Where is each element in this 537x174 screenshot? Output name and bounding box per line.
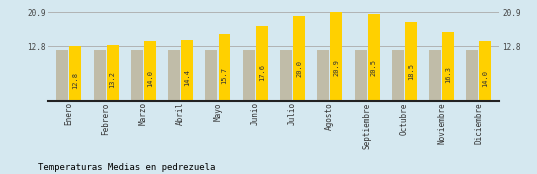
Text: 14.4: 14.4 bbox=[184, 69, 190, 86]
Bar bbox=[206, 50, 217, 101]
Bar bbox=[131, 50, 143, 101]
Text: 20.5: 20.5 bbox=[371, 59, 376, 76]
Bar bbox=[442, 32, 454, 101]
Bar bbox=[392, 50, 404, 101]
Bar bbox=[69, 46, 81, 101]
Bar bbox=[368, 14, 380, 101]
Text: 17.6: 17.6 bbox=[259, 64, 265, 81]
Bar bbox=[293, 16, 305, 101]
Text: 20.9: 20.9 bbox=[333, 59, 339, 76]
Bar bbox=[480, 41, 491, 101]
Text: Temperaturas Medias en pedrezuela: Temperaturas Medias en pedrezuela bbox=[38, 163, 215, 172]
Text: 18.5: 18.5 bbox=[408, 62, 414, 80]
Text: 14.0: 14.0 bbox=[147, 70, 153, 87]
Text: 16.3: 16.3 bbox=[445, 66, 451, 83]
Bar bbox=[467, 50, 478, 101]
Bar bbox=[280, 50, 292, 101]
Text: 20.0: 20.0 bbox=[296, 60, 302, 77]
Bar bbox=[107, 45, 119, 101]
Bar bbox=[56, 50, 68, 101]
Bar bbox=[354, 50, 367, 101]
Bar bbox=[330, 12, 342, 101]
Bar bbox=[168, 50, 180, 101]
Text: 14.0: 14.0 bbox=[482, 70, 489, 87]
Text: 12.8: 12.8 bbox=[72, 72, 78, 89]
Bar bbox=[317, 50, 329, 101]
Bar bbox=[405, 22, 417, 101]
Bar bbox=[219, 34, 230, 101]
Bar bbox=[243, 50, 255, 101]
Bar bbox=[144, 41, 156, 101]
Bar bbox=[93, 50, 106, 101]
Text: 13.2: 13.2 bbox=[110, 71, 115, 88]
Bar bbox=[181, 40, 193, 101]
Text: 15.7: 15.7 bbox=[221, 67, 228, 84]
Bar bbox=[256, 26, 268, 101]
Bar bbox=[429, 50, 441, 101]
